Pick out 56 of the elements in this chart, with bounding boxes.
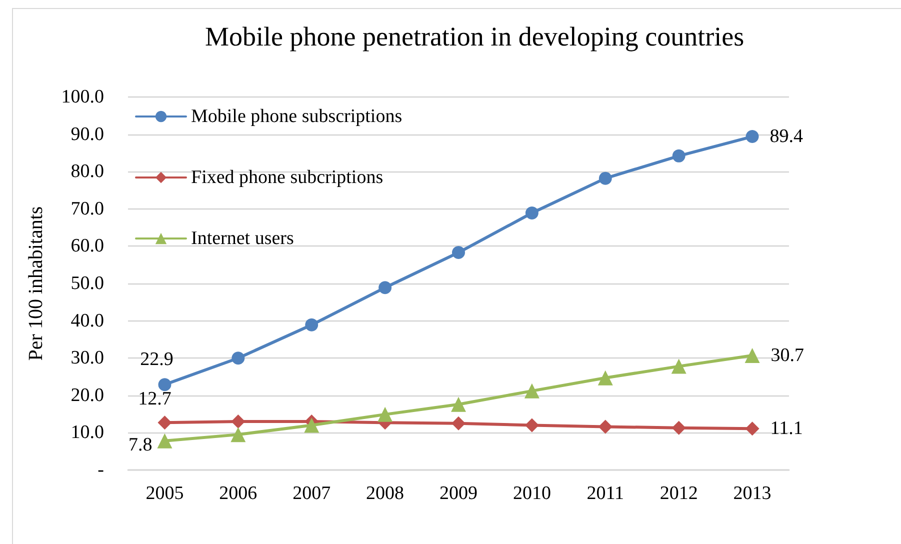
x-tick-label: 2006 xyxy=(219,483,258,504)
legend-label: Fixed phone subcriptions xyxy=(191,167,384,188)
point xyxy=(598,172,612,185)
y-tick-label: 70.0 xyxy=(70,198,104,220)
point xyxy=(157,433,172,448)
x-tick-label: 2005 xyxy=(146,483,184,504)
point xyxy=(672,420,686,435)
point xyxy=(231,414,246,429)
y-tick-label: 10.0 xyxy=(70,422,104,444)
point xyxy=(671,358,686,374)
data-label: 7.8 xyxy=(128,434,152,456)
legend-label: Mobile phone subscriptions xyxy=(191,106,402,127)
y-tick-label: 100.0 xyxy=(61,86,104,108)
point xyxy=(525,206,538,220)
y-tick-label: 60.0 xyxy=(70,236,104,257)
x-tick-label: 2012 xyxy=(660,483,698,504)
x-tick-label: 2010 xyxy=(512,483,551,504)
point xyxy=(745,422,760,436)
x-tick-label: 2011 xyxy=(586,483,624,504)
point xyxy=(378,406,393,422)
x-tick-label: 2013 xyxy=(733,483,772,504)
point xyxy=(598,370,613,386)
point xyxy=(744,348,760,363)
data-label: 11.1 xyxy=(770,418,803,440)
point xyxy=(452,246,465,260)
y-tick-label: 20.0 xyxy=(70,384,104,406)
data-label: 30.7 xyxy=(770,344,804,366)
point xyxy=(230,427,246,442)
x-tick-label: 2007 xyxy=(292,483,331,504)
point xyxy=(672,149,686,162)
point xyxy=(524,418,539,432)
point xyxy=(378,281,392,294)
y-tick-label: - xyxy=(98,460,104,480)
x-tick-label: 2008 xyxy=(366,483,404,504)
point xyxy=(232,352,245,365)
point xyxy=(158,378,172,392)
data-label: 22.9 xyxy=(140,349,174,370)
y-axis-title: Per 100 inhabitants xyxy=(25,206,47,361)
data-label: 12.7 xyxy=(138,388,172,410)
point xyxy=(305,318,318,332)
y-tick-label: 40.0 xyxy=(70,310,104,332)
point xyxy=(746,130,759,144)
point xyxy=(158,416,172,430)
point xyxy=(451,396,466,412)
point xyxy=(452,416,466,430)
y-tick-label: 90.0 xyxy=(70,124,104,145)
y-tick-label: 80.0 xyxy=(70,161,104,182)
y-tick-label: 30.0 xyxy=(70,348,104,369)
y-tick-label: 50.0 xyxy=(70,273,104,294)
chart-title: Mobile phone penetration in developing countries xyxy=(205,22,744,52)
data-label: 89.4 xyxy=(770,126,804,148)
point xyxy=(524,383,540,398)
point xyxy=(598,420,612,434)
x-tick-label: 2009 xyxy=(440,483,478,504)
legend-label: Internet users xyxy=(191,228,294,249)
point xyxy=(304,418,320,433)
